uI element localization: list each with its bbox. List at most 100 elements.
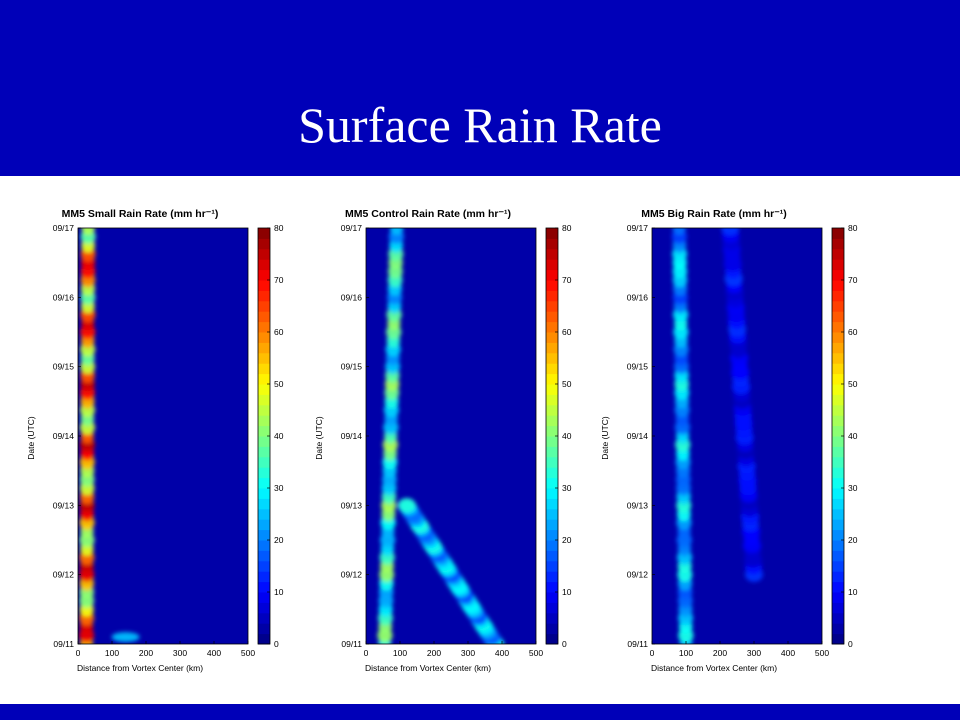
- y-tick-label: 09/13: [341, 500, 363, 510]
- colorbar-segment: [258, 384, 270, 395]
- x-tick-label: 0: [364, 648, 369, 658]
- colorbar-segment: [258, 612, 270, 624]
- chart-panel-big: MM5 Big Rain Rate (mm hr⁻¹) Date (UTC) 0…: [594, 200, 874, 680]
- colorbar-tick-label: 80: [274, 223, 284, 233]
- colorbar-segment: [832, 446, 844, 458]
- colorbar-tick-label: 30: [274, 483, 284, 493]
- chart-svg: 0 100 200 300 400 50009/1109/1209/1309/1409/1…: [341, 223, 572, 658]
- x-tick-label: 200: [139, 648, 153, 658]
- colorbar-segment: [832, 467, 844, 479]
- colorbar-segment: [832, 540, 844, 551]
- colorbar-tick-label: 10: [274, 587, 284, 597]
- y-tick-label: 09/12: [341, 570, 363, 580]
- colorbar-segment: [546, 592, 558, 603]
- y-tick-label: 09/13: [627, 500, 649, 510]
- colorbar-tick-label: 40: [274, 431, 284, 441]
- colorbar-segment: [258, 321, 270, 333]
- colorbar-segment: [258, 332, 270, 343]
- colorbar-tick-label: 10: [848, 587, 858, 597]
- colorbar-segment: [546, 467, 558, 479]
- colorbar-tick-label: 40: [848, 431, 858, 441]
- y-tick-label: 09/15: [53, 362, 75, 372]
- heatmap-cell: [111, 632, 140, 643]
- x-axis-label: Distance from Vortex Center (km): [364, 663, 492, 673]
- colorbar-segment: [546, 311, 558, 323]
- heatmap-cell: [81, 228, 95, 236]
- colorbar-segment: [258, 529, 270, 541]
- colorbar-segment: [546, 540, 558, 551]
- colorbar-segment: [546, 238, 558, 250]
- colorbar-segment: [258, 560, 270, 572]
- colorbar-segment: [832, 436, 844, 447]
- colorbar-segment: [546, 363, 558, 375]
- colorbar-segment: [258, 581, 270, 593]
- colorbar-segment: [258, 602, 270, 614]
- colorbar-segment: [546, 342, 558, 354]
- colorbar-tick-label: 40: [562, 431, 572, 441]
- colorbar-segment: [546, 436, 558, 447]
- colorbar-segment: [258, 425, 270, 437]
- colorbar-segment: [546, 498, 558, 510]
- title-band: [0, 0, 960, 176]
- x-tick-label: 100: [393, 648, 407, 658]
- colorbar-segment: [546, 581, 558, 593]
- colorbar-segment: [258, 352, 270, 364]
- colorbar-segment: [258, 248, 270, 260]
- colorbar-segment: [546, 529, 558, 541]
- colorbar-segment: [258, 446, 270, 458]
- colorbar-segment: [546, 508, 558, 520]
- colorbar-segment: [258, 290, 270, 302]
- y-tick-label: 09/15: [627, 362, 649, 372]
- y-tick-label: 09/13: [53, 500, 75, 510]
- x-tick-label: 100: [105, 648, 119, 658]
- y-tick-label: 09/14: [341, 431, 363, 441]
- y-tick-label: 09/15: [341, 362, 363, 372]
- colorbar-segment: [832, 248, 844, 260]
- colorbar-segment: [832, 280, 844, 291]
- colorbar-segment: [546, 394, 558, 406]
- colorbar-segment: [546, 488, 558, 499]
- chart-panel-small: MM5 Small Rain Rate (mm hr⁻¹) Date (UTC)…: [20, 200, 300, 680]
- y-axis-label: Date (UTC): [314, 416, 324, 460]
- colorbar-segment: [546, 571, 558, 583]
- colorbar-segment: [832, 592, 844, 603]
- colorbar-segment: [546, 415, 558, 427]
- y-tick-label: 09/14: [627, 431, 649, 441]
- colorbar-tick-label: 20: [848, 535, 858, 545]
- colorbar-segment: [258, 238, 270, 250]
- colorbar-tick-label: 80: [848, 223, 858, 233]
- colorbar-tick-label: 70: [274, 275, 284, 285]
- heatmap-cell: [721, 228, 740, 236]
- colorbar-segment: [258, 300, 270, 312]
- colorbar-segment: [258, 488, 270, 499]
- colorbar-segment: [258, 498, 270, 510]
- colorbar-segment: [832, 332, 844, 343]
- colorbar-tick-label: 80: [562, 223, 572, 233]
- colorbar-tick-label: 50: [848, 379, 858, 389]
- colorbar-segment: [832, 311, 844, 323]
- colorbar-segment: [258, 269, 270, 281]
- colorbar-segment: [832, 300, 844, 312]
- colorbar-segment: [546, 259, 558, 271]
- colorbar-tick-label: 50: [274, 379, 284, 389]
- heatmap-cell: [672, 228, 686, 236]
- colorbar-tick-label: 10: [562, 587, 572, 597]
- colorbar-segment: [832, 269, 844, 281]
- colorbar-segment: [258, 467, 270, 479]
- y-tick-label: 09/16: [53, 292, 75, 302]
- colorbar-segment: [546, 290, 558, 302]
- colorbar-segment: [832, 519, 844, 531]
- x-axis-label: Distance from Vortex Center (km): [650, 663, 778, 673]
- colorbar-segment: [832, 560, 844, 572]
- colorbar-tick-label: 30: [562, 483, 572, 493]
- colorbar-segment: [546, 352, 558, 364]
- colorbar-tick-label: 0: [848, 639, 853, 649]
- colorbar-segment: [832, 259, 844, 271]
- colorbar-segment: [258, 519, 270, 531]
- colorbar-segment: [832, 508, 844, 520]
- colorbar-segment: [546, 560, 558, 572]
- colorbar-tick-label: 60: [562, 327, 572, 337]
- colorbar-segment: [546, 602, 558, 614]
- colorbar-segment: [832, 571, 844, 583]
- colorbar-segment: [832, 384, 844, 395]
